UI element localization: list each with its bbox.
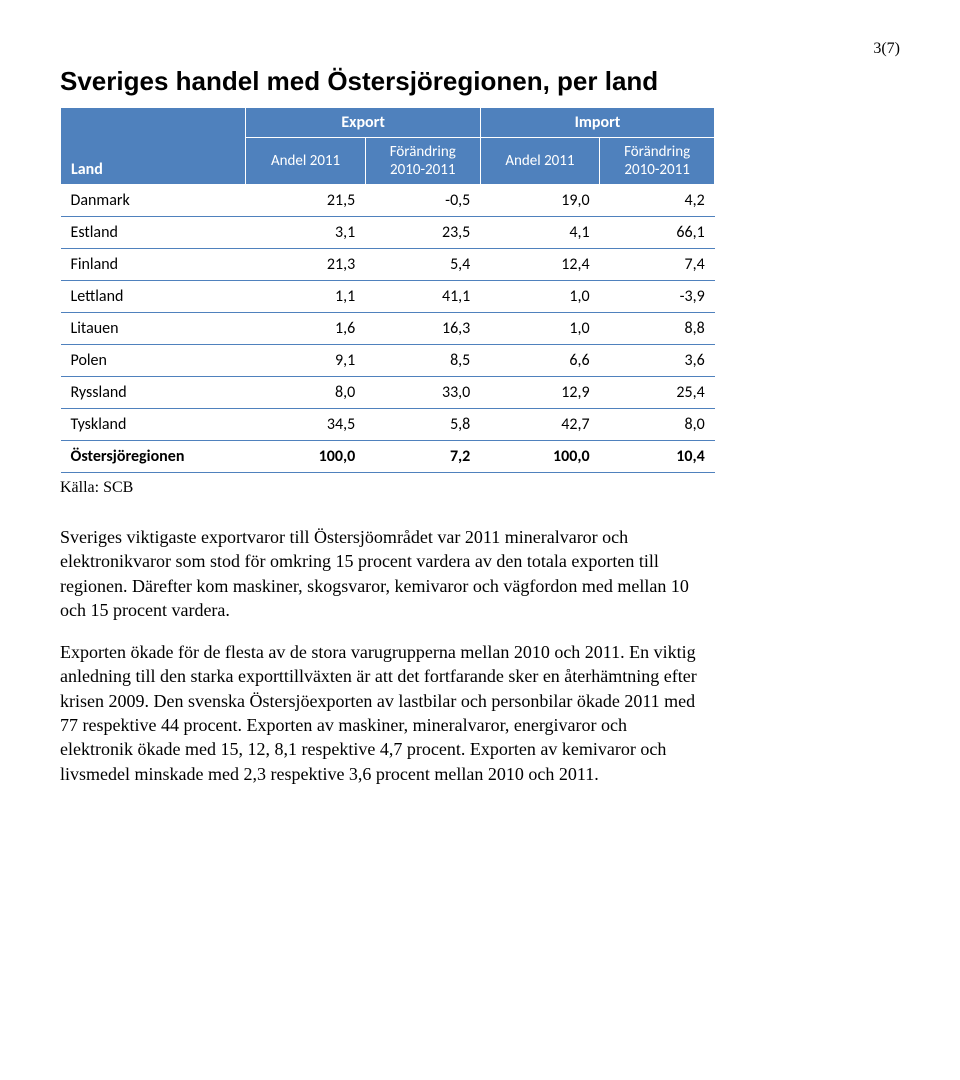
cell-value: 5,8 bbox=[365, 409, 480, 441]
cell-value: 1,1 bbox=[246, 281, 365, 313]
cell-value: 8,0 bbox=[600, 409, 715, 441]
cell-land: Ryssland bbox=[61, 377, 246, 409]
cell-value: 21,5 bbox=[246, 185, 365, 217]
col-export-change: Förändring 2010-2011 bbox=[365, 138, 480, 185]
col-import-change: Förändring 2010-2011 bbox=[600, 138, 715, 185]
cell-value: 7,4 bbox=[600, 249, 715, 281]
cell-value: 8,0 bbox=[246, 377, 365, 409]
col-import-andel: Andel 2011 bbox=[480, 138, 599, 185]
cell-value: 4,2 bbox=[600, 185, 715, 217]
cell-value: 12,9 bbox=[480, 377, 599, 409]
cell-value: 100,0 bbox=[480, 441, 599, 473]
page-number: 3(7) bbox=[60, 40, 900, 58]
cell-value: 3,1 bbox=[246, 217, 365, 249]
cell-value: 19,0 bbox=[480, 185, 599, 217]
cell-land: Östersjöregionen bbox=[61, 441, 246, 473]
cell-value: 34,5 bbox=[246, 409, 365, 441]
table-row: Litauen 1,6 16,3 1,0 8,8 bbox=[61, 313, 715, 345]
cell-value: 41,1 bbox=[365, 281, 480, 313]
cell-value: -0,5 bbox=[365, 185, 480, 217]
cell-value: 12,4 bbox=[480, 249, 599, 281]
table-row: Finland 21,3 5,4 12,4 7,4 bbox=[61, 249, 715, 281]
col-land: Land bbox=[61, 108, 246, 185]
cell-value: 6,6 bbox=[480, 345, 599, 377]
cell-value: 3,6 bbox=[600, 345, 715, 377]
cell-land: Danmark bbox=[61, 185, 246, 217]
source-label: Källa: SCB bbox=[60, 479, 900, 497]
table-row-total: Östersjöregionen 100,0 7,2 100,0 10,4 bbox=[61, 441, 715, 473]
change-label-2: 2010-2011 bbox=[624, 161, 689, 179]
cell-value: 42,7 bbox=[480, 409, 599, 441]
paragraph-2: Exporten ökade för de flesta av de stora… bbox=[60, 640, 700, 786]
change-label-2: 2010-2011 bbox=[390, 161, 455, 179]
table-row: Danmark 21,5 -0,5 19,0 4,2 bbox=[61, 185, 715, 217]
table-row: Polen 9,1 8,5 6,6 3,6 bbox=[61, 345, 715, 377]
table-row: Ryssland 8,0 33,0 12,9 25,4 bbox=[61, 377, 715, 409]
cell-value: -3,9 bbox=[600, 281, 715, 313]
change-label-1: Förändring bbox=[390, 143, 456, 161]
col-import: Import bbox=[480, 108, 714, 138]
cell-land: Finland bbox=[61, 249, 246, 281]
cell-land: Estland bbox=[61, 217, 246, 249]
cell-value: 1,6 bbox=[246, 313, 365, 345]
table-row: Estland 3,1 23,5 4,1 66,1 bbox=[61, 217, 715, 249]
cell-value: 1,0 bbox=[480, 281, 599, 313]
col-export-andel: Andel 2011 bbox=[246, 138, 365, 185]
cell-value: 1,0 bbox=[480, 313, 599, 345]
change-label-1: Förändring bbox=[624, 143, 690, 161]
table-row: Tyskland 34,5 5,8 42,7 8,0 bbox=[61, 409, 715, 441]
cell-value: 21,3 bbox=[246, 249, 365, 281]
cell-value: 25,4 bbox=[600, 377, 715, 409]
cell-value: 66,1 bbox=[600, 217, 715, 249]
cell-value: 7,2 bbox=[365, 441, 480, 473]
col-export: Export bbox=[246, 108, 480, 138]
cell-value: 16,3 bbox=[365, 313, 480, 345]
cell-value: 9,1 bbox=[246, 345, 365, 377]
cell-value: 10,4 bbox=[600, 441, 715, 473]
cell-land: Tyskland bbox=[61, 409, 246, 441]
table-row: Lettland 1,1 41,1 1,0 -3,9 bbox=[61, 281, 715, 313]
cell-land: Lettland bbox=[61, 281, 246, 313]
trade-table: Land Export Import Andel 2011 Förändring… bbox=[60, 107, 715, 473]
cell-land: Polen bbox=[61, 345, 246, 377]
cell-value: 8,5 bbox=[365, 345, 480, 377]
cell-value: 5,4 bbox=[365, 249, 480, 281]
cell-value: 33,0 bbox=[365, 377, 480, 409]
cell-value: 23,5 bbox=[365, 217, 480, 249]
cell-value: 100,0 bbox=[246, 441, 365, 473]
paragraph-1: Sveriges viktigaste exportvaror till Öst… bbox=[60, 525, 700, 622]
cell-value: 4,1 bbox=[480, 217, 599, 249]
document-title: Sveriges handel med Östersjöregionen, pe… bbox=[60, 66, 900, 97]
cell-land: Litauen bbox=[61, 313, 246, 345]
cell-value: 8,8 bbox=[600, 313, 715, 345]
body-text: Sveriges viktigaste exportvaror till Öst… bbox=[60, 525, 900, 786]
